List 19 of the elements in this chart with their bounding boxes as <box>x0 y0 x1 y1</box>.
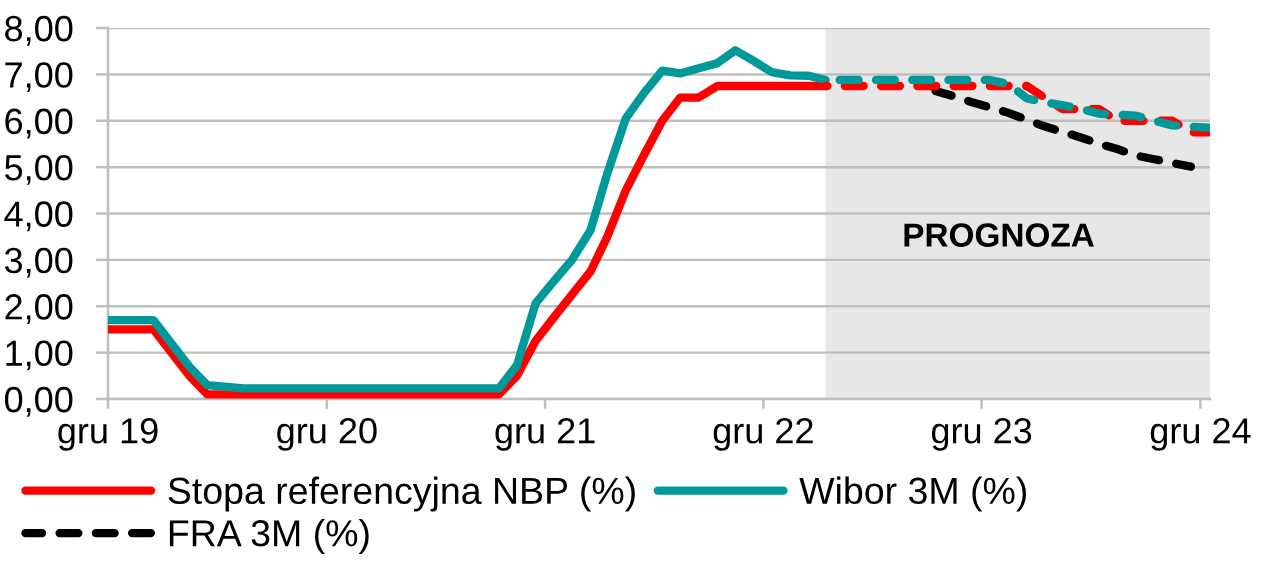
y-tick-label: 7,00 <box>5 62 73 93</box>
x-tick-label: gru 24 <box>1150 418 1251 451</box>
legend-label: Wibor 3M (%) <box>799 476 1027 512</box>
y-tick-label: 8,00 <box>5 15 73 46</box>
x-tick-label: gru 22 <box>713 418 813 451</box>
x-tick-label: gru 23 <box>931 418 1032 451</box>
x-tick-label: gru 20 <box>277 418 377 451</box>
y-tick-label: 3,00 <box>4 247 73 278</box>
legend-label: FRA 3M (%) <box>169 519 369 554</box>
band-label: PROGNOZA <box>904 223 1094 247</box>
x-tick-label: gru 19 <box>58 418 158 451</box>
y-tick-label: 6,00 <box>5 108 73 139</box>
y-tick-label: 1,00 <box>6 340 73 371</box>
y-tick-label: 0,00 <box>4 386 73 417</box>
y-tick-label: 5,00 <box>5 154 73 185</box>
y-tick-label: 4,00 <box>4 201 73 232</box>
legend-label: Stopa referencyjna NBP (%) <box>168 476 635 512</box>
y-tick-label: 2,00 <box>5 294 73 324</box>
x-tick-label: gru 21 <box>495 418 595 451</box>
